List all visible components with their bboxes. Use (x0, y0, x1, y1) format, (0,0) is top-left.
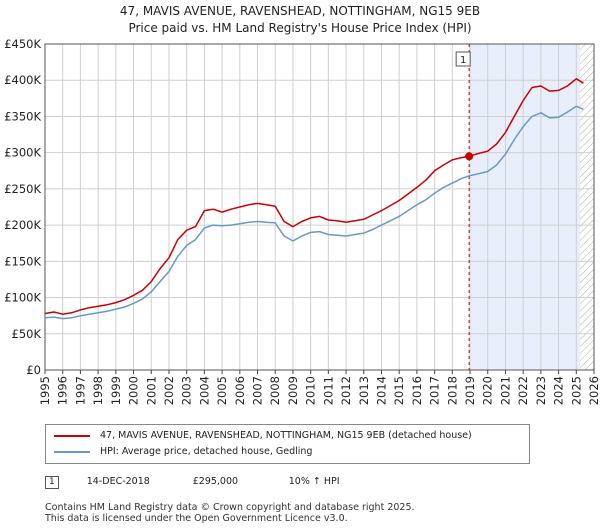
y-tick-label: £300K (4, 146, 41, 160)
x-tick-label: 2003 (180, 376, 194, 405)
x-tick-label: 2017 (428, 376, 442, 405)
x-tick-label: 2002 (162, 376, 176, 405)
y-tick-label: £250K (4, 182, 41, 196)
legend-label-property: 47, MAVIS AVENUE, RAVENSHEAD, NOTTINGHAM… (100, 430, 472, 441)
sale-marker-label: 1 (460, 55, 466, 66)
legend-label-hpi: HPI: Average price, detached house, Gedl… (100, 446, 313, 457)
sale-table-row: 1 14-DEC-2018 £295,000 10% ↑ HPI (45, 476, 340, 489)
y-tick-label: £0 (26, 363, 41, 377)
x-tick-label: 1999 (109, 376, 123, 405)
x-tick-label: 2016 (410, 376, 424, 405)
x-tick-label: 2021 (498, 376, 512, 405)
x-tick-label: 2000 (127, 376, 141, 405)
x-tick-label: 2009 (286, 376, 300, 405)
x-tick-label: 1995 (38, 376, 52, 405)
legend-item-property: 47, MAVIS AVENUE, RAVENSHEAD, NOTTINGHAM… (54, 430, 472, 442)
x-tick-label: 2006 (233, 376, 247, 405)
sale-price: £295,000 (192, 476, 239, 487)
x-tick-label: 2024 (552, 376, 566, 405)
x-tick-label: 2007 (251, 376, 265, 405)
x-tick-label: 2020 (481, 376, 495, 405)
x-tick-label: 1998 (91, 376, 105, 405)
x-tick-label: 2026 (587, 376, 600, 405)
y-tick-label: £350K (4, 109, 41, 123)
x-tick-label: 1996 (56, 376, 70, 405)
sale-marker-box (455, 51, 471, 67)
x-tick-label: 2014 (374, 376, 388, 405)
footer-line2: This data is licensed under the Open Gov… (45, 513, 348, 524)
y-tick-label: £150K (4, 254, 41, 268)
hpi-series-line (44, 105, 584, 320)
legend-swatch-hpi (54, 450, 90, 453)
chart-title-line1: 47, MAVIS AVENUE, RAVENSHEAD, NOTTINGHAM… (119, 4, 481, 18)
legend-item-hpi: HPI: Average price, detached house, Gedl… (54, 446, 312, 458)
footer-line1: Contains HM Land Registry data © Crown c… (45, 502, 415, 513)
sale-date: 14-DEC-2018 (86, 476, 150, 487)
post-sale-shade (470, 44, 580, 370)
sale-point (465, 152, 474, 161)
x-tick-label: 2015 (392, 376, 406, 405)
x-tick-label: 2005 (215, 376, 229, 405)
x-tick-label: 2018 (445, 376, 459, 405)
y-tick-label: £400K (4, 73, 41, 87)
x-tick-label: 2008 (268, 376, 282, 405)
sale-hpi-delta: 10% ↑ HPI (288, 476, 340, 487)
y-tick-label: £100K (4, 291, 41, 305)
forecast-hatch (579, 44, 594, 370)
property-series-line (44, 78, 584, 315)
legend: 47, MAVIS AVENUE, RAVENSHEAD, NOTTINGHAM… (45, 424, 530, 464)
plot-frame (44, 43, 595, 371)
y-tick-label: £200K (4, 218, 41, 232)
legend-swatch-property (54, 434, 90, 437)
x-tick-label: 2013 (357, 376, 371, 405)
x-tick-label: 2022 (516, 376, 530, 405)
y-tick-label: £50K (12, 327, 42, 341)
x-tick-label: 2012 (339, 376, 353, 405)
y-tick-label: £450K (4, 37, 41, 51)
x-tick-label: 2019 (463, 376, 477, 405)
x-tick-label: 2004 (197, 376, 211, 405)
x-tick-label: 2010 (304, 376, 318, 405)
x-tick-label: 2001 (144, 376, 158, 405)
x-tick-label: 2025 (569, 376, 583, 405)
sale-marker-badge: 1 (45, 476, 59, 489)
chart-title-line2: Price paid vs. HM Land Registry's House … (128, 21, 472, 35)
price-chart: £0 £50K £100K £150K £200K £250K £300K £350K £400… (4, 37, 600, 405)
footer: Contains HM Land Registry data © Crown c… (45, 502, 415, 524)
x-tick-label: 1997 (73, 376, 87, 405)
x-tick-label: 2011 (321, 376, 335, 405)
x-tick-label: 2023 (534, 376, 548, 405)
